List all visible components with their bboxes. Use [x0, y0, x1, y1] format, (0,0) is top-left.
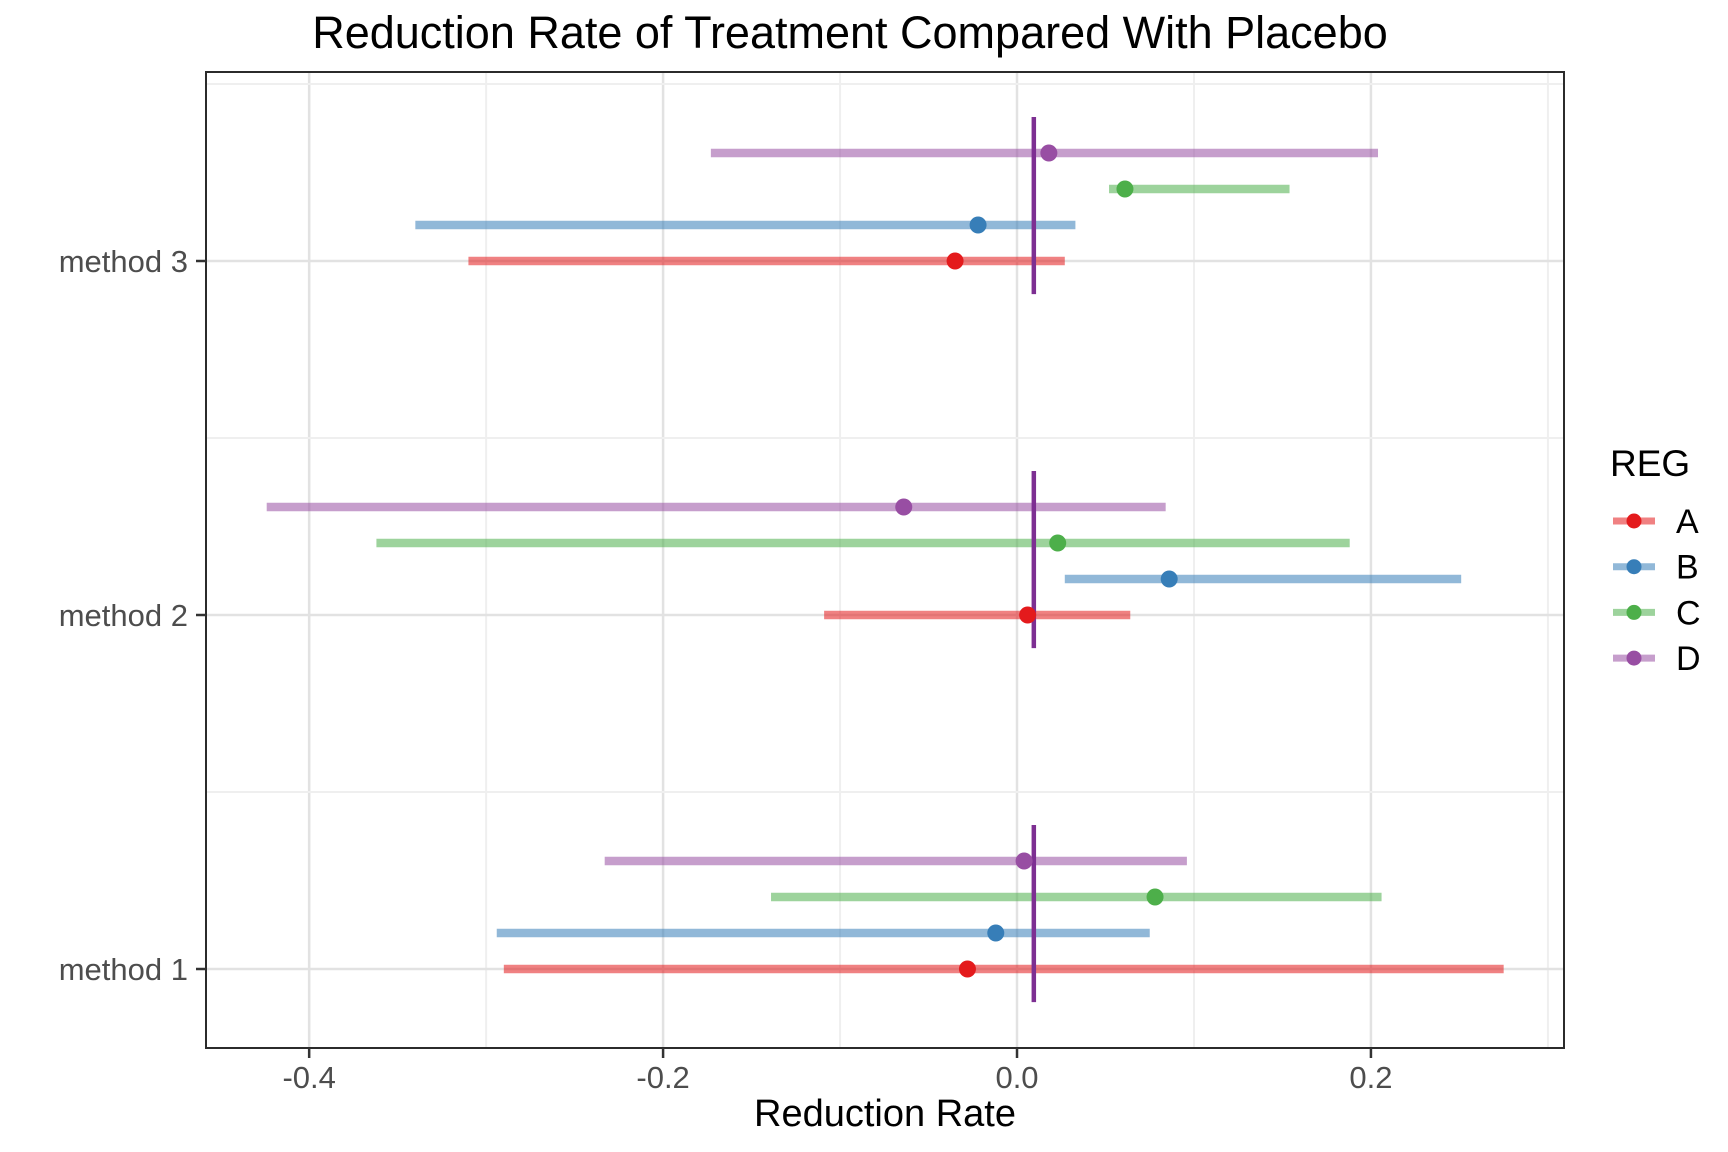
point-estimate-C-method3 [1116, 180, 1134, 198]
point-estimate-D-method2 [895, 498, 913, 516]
legend-label-D: D [1676, 640, 1701, 678]
legend-key-dot-C [1626, 604, 1642, 620]
y-axis-label-method1: method 1 [59, 952, 188, 987]
ci-bar-B-method3 [415, 220, 1076, 230]
point-estimate-B-method3 [969, 216, 987, 234]
legend-key-dot-A [1626, 513, 1642, 529]
point-estimate-D-method1 [1015, 852, 1033, 870]
ci-bar-C-method2 [376, 538, 1350, 548]
x-tick-label: -0.4 [282, 1060, 335, 1095]
x-axis-title: Reduction Rate [754, 1093, 1016, 1135]
ci-bar-C-method1 [771, 892, 1382, 902]
legend-label-A: A [1676, 503, 1699, 541]
x-tick-label: 0.2 [1349, 1060, 1392, 1095]
panel-border [205, 71, 1565, 1049]
ci-bar-D-method1 [604, 856, 1187, 866]
legend-label-B: B [1676, 549, 1699, 587]
point-estimate-B-method1 [987, 924, 1005, 942]
point-estimate-D-method3 [1040, 144, 1058, 162]
point-estimate-A-method2 [1019, 606, 1037, 624]
point-estimate-B-method2 [1160, 570, 1178, 588]
ci-bar-C-method3 [1109, 184, 1290, 194]
x-tick-label: -0.2 [636, 1060, 689, 1095]
legend-key-dot-D [1626, 650, 1642, 666]
panel-background [206, 72, 1564, 1048]
y-axis-label-method3: method 3 [59, 244, 188, 279]
ci-bar-A-method2 [824, 610, 1131, 620]
point-estimate-A-method1 [958, 960, 976, 978]
legend-label-C: C [1676, 594, 1701, 632]
legend-title: REG [1610, 443, 1690, 484]
plot-title: Reduction Rate of Treatment Compared Wit… [312, 7, 1388, 58]
y-axis-label-method2: method 2 [59, 598, 188, 633]
x-tick-label: 0.0 [995, 1060, 1038, 1095]
ci-bar-A-method1 [503, 964, 1504, 974]
point-estimate-C-method1 [1146, 888, 1164, 906]
ci-bar-A-method3 [468, 256, 1065, 266]
ci-bar-B-method2 [1064, 574, 1462, 584]
ci-bar-D-method2 [266, 502, 1166, 512]
ci-bar-B-method1 [496, 928, 1150, 938]
legend-key-dot-B [1626, 559, 1642, 575]
point-estimate-C-method2 [1049, 534, 1067, 552]
point-estimate-A-method3 [946, 252, 964, 270]
